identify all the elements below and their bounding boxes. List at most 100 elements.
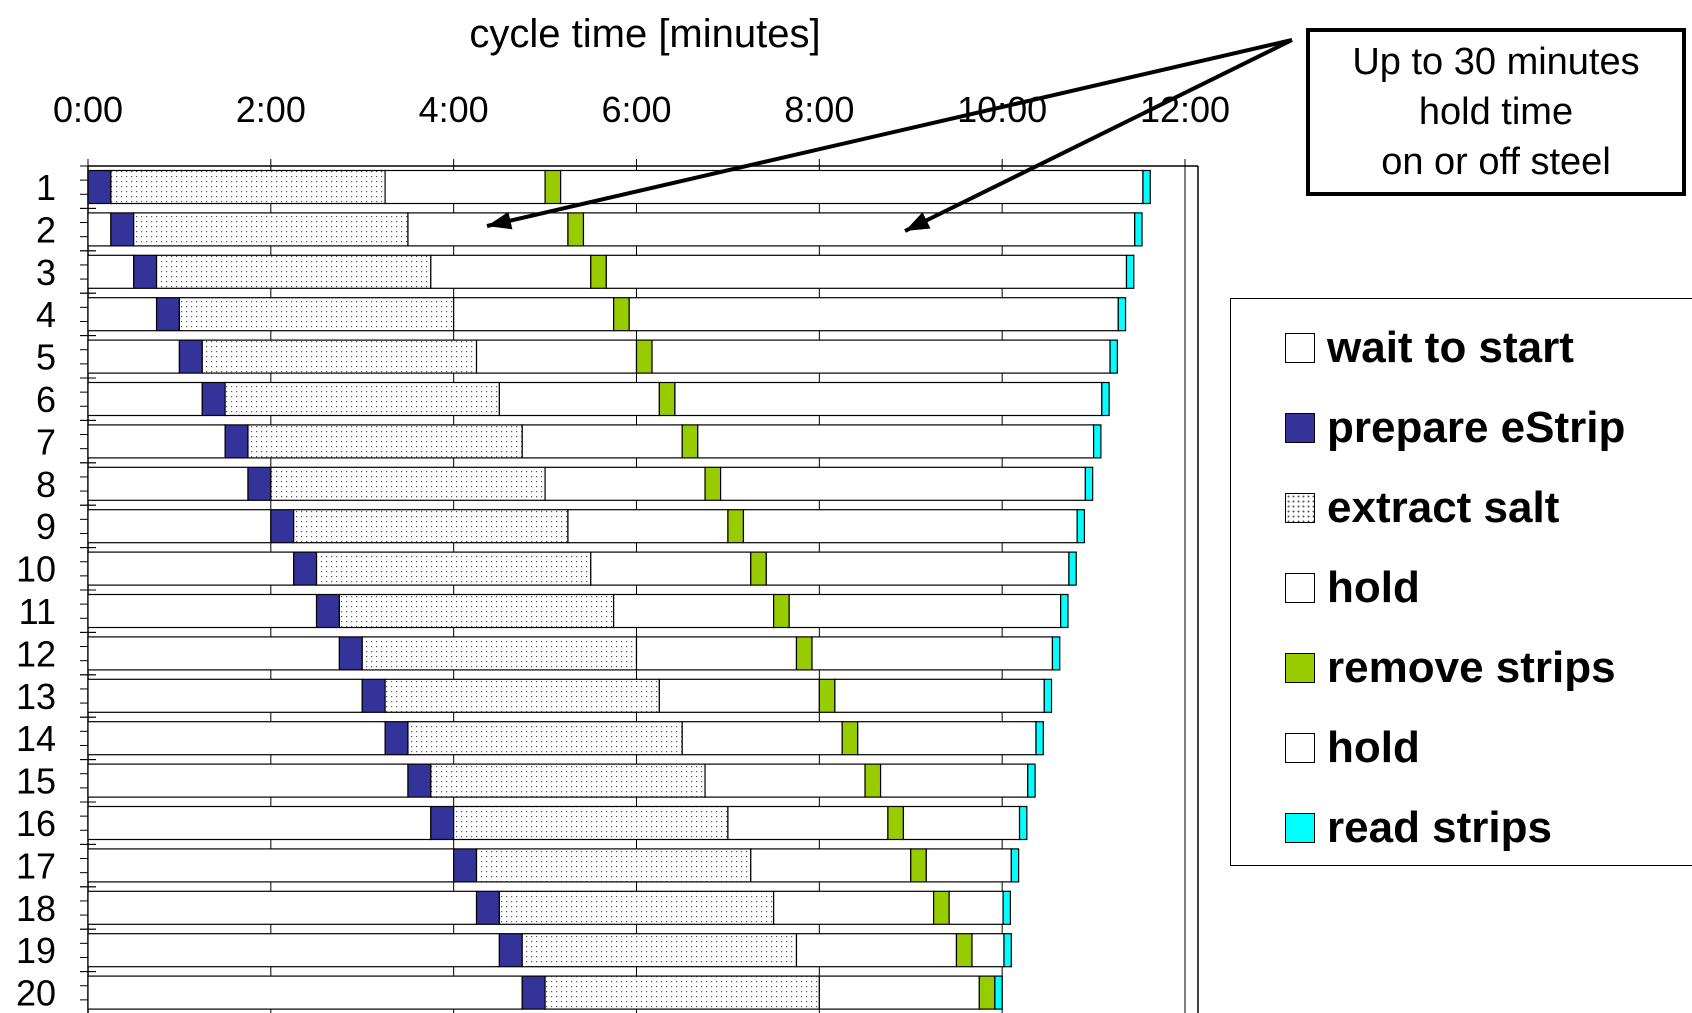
legend-swatch: [1285, 653, 1315, 683]
y-tick-label: 5: [36, 337, 56, 378]
legend-swatch: [1285, 493, 1315, 523]
y-tick-label: 16: [16, 803, 56, 844]
bar-segment: [224, 381, 500, 417]
bar-segment: [315, 593, 340, 629]
bar-segment: [727, 509, 745, 544]
bar-segment: [361, 678, 386, 713]
bar-segment: [201, 339, 478, 374]
bar-segment: [178, 339, 203, 374]
bar-segment: [521, 975, 546, 1010]
bar-segment: [1117, 297, 1127, 332]
bar-segment: [750, 551, 767, 586]
y-tick-label: 18: [16, 888, 56, 929]
bar-segment: [1142, 169, 1151, 205]
bar-segment: [590, 551, 752, 586]
bar-segment: [1010, 848, 1020, 883]
bar-segment: [788, 593, 1062, 629]
bar-segment: [87, 169, 112, 205]
y-tick-label: 7: [36, 421, 56, 462]
bar-segment: [841, 721, 859, 756]
bar-segment: [544, 975, 820, 1010]
x-tick-label: 4:00: [419, 89, 489, 130]
bar-segment: [475, 890, 500, 925]
bar-segment: [742, 509, 1078, 544]
bar-segment: [384, 721, 409, 756]
legend-item: remove strips: [1285, 643, 1616, 693]
annotation-arrows: [486, 38, 1293, 233]
bar-segment: [750, 848, 912, 883]
annotation-text: Up to 30 minutes hold time on or off ste…: [1352, 41, 1640, 183]
y-tick-label: 15: [16, 761, 56, 802]
bar-segment: [628, 297, 1119, 332]
bar-segment: [430, 763, 706, 798]
bar-segment: [879, 763, 1029, 798]
y-tick-label: 13: [16, 676, 56, 717]
bar-segment: [87, 721, 386, 756]
bar-segment: [704, 763, 866, 798]
bar-segment: [1051, 636, 1061, 671]
legend-swatch: [1285, 813, 1315, 843]
bar-segment: [247, 466, 272, 501]
bar-segment: [834, 678, 1045, 713]
bar-segment: [87, 381, 203, 417]
x-tick-label: 10:00: [957, 89, 1047, 130]
bar-segment: [521, 933, 798, 968]
y-tick-label: 11: [19, 591, 56, 632]
bar-segment: [133, 212, 409, 247]
y-tick-label: 14: [16, 718, 56, 759]
bar-segment: [1002, 890, 1011, 925]
bar-segment: [87, 636, 340, 671]
bar-segment: [110, 212, 135, 247]
bar-segment: [674, 381, 1103, 417]
bar-segment: [475, 848, 752, 883]
x-tick-label: 6:00: [601, 89, 671, 130]
bar-segment: [658, 381, 676, 417]
bar-segment: [407, 212, 569, 247]
legend-swatch: [1285, 733, 1315, 763]
bar-segment: [87, 424, 226, 459]
bar-segment: [87, 212, 112, 247]
bar-segment: [87, 763, 409, 798]
bar-segment: [681, 424, 699, 459]
legend-item: hold: [1285, 563, 1420, 613]
bar-segment: [1134, 212, 1143, 247]
bar-segment: [498, 890, 775, 925]
legend-item: read strips: [1285, 803, 1552, 853]
bar-segment: [498, 933, 523, 968]
bar-segment: [155, 254, 432, 289]
bar-segment: [818, 975, 980, 1010]
bar-segment: [498, 381, 660, 417]
legend-label: remove strips: [1327, 643, 1616, 692]
x-tick-label: 2:00: [236, 89, 306, 130]
bar-segment: [315, 551, 592, 586]
bar-segment: [430, 254, 592, 289]
bar-segment: [1109, 339, 1118, 374]
y-tick-label: 9: [36, 506, 56, 547]
bar-segment: [910, 848, 927, 883]
annotation-arrowhead: [905, 212, 931, 231]
bar-segment: [293, 509, 569, 544]
bar-segment: [453, 805, 729, 841]
bar-segment: [407, 721, 683, 756]
legend-item: prepare eStrip: [1285, 403, 1625, 453]
bar-segment: [270, 509, 295, 544]
bar-segment: [1027, 763, 1036, 798]
bar-segment: [857, 721, 1037, 756]
bar-segment: [87, 254, 135, 289]
bar-segment: [430, 805, 455, 841]
bar-segment: [1092, 424, 1102, 459]
bar-segment: [178, 297, 455, 332]
bar-segment: [590, 254, 607, 289]
bar-segment: [971, 933, 1005, 968]
bar-segment: [1084, 466, 1094, 501]
legend-label: hold: [1327, 563, 1420, 612]
bar-segment: [720, 466, 1086, 501]
bar-segment: [544, 466, 706, 501]
bar-segment: [613, 297, 630, 332]
bar-segment: [544, 169, 562, 205]
x-tick-label: 8:00: [784, 89, 854, 130]
legend-item: extract salt: [1285, 483, 1559, 533]
bar-segment: [567, 212, 585, 247]
chart-title: cycle time [minutes]: [469, 12, 820, 56]
y-tick-label: 2: [36, 209, 56, 250]
